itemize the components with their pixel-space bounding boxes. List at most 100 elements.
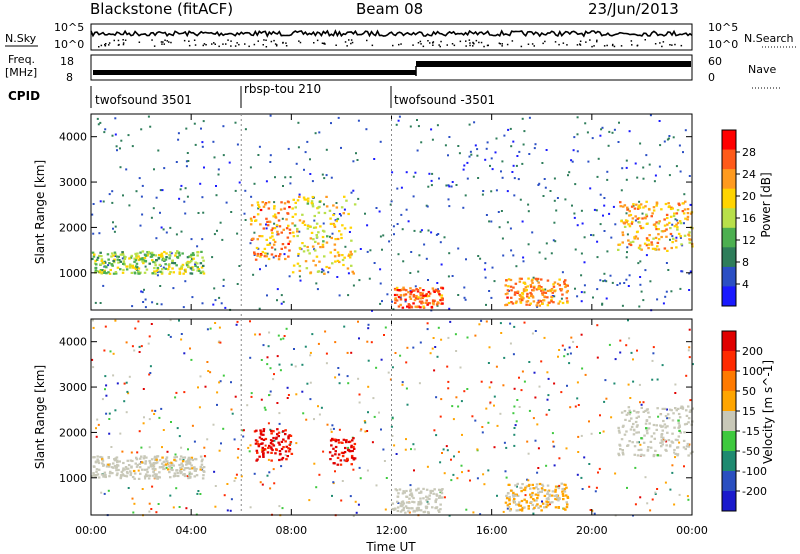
velocity-scatter-cell xyxy=(504,470,507,473)
velocity-echo-cell xyxy=(336,456,340,459)
velocity-echo-cell xyxy=(539,490,542,493)
power-echo-cell xyxy=(287,224,290,227)
power-scatter-cell xyxy=(409,125,412,128)
velocity-scatter-cell xyxy=(446,365,449,368)
power-echo-cell xyxy=(189,272,192,275)
power-echo-cell xyxy=(619,201,622,204)
power-scatter-cell xyxy=(571,204,573,207)
power-scatter-cell xyxy=(568,171,571,174)
velocity-echo-cell xyxy=(329,458,332,461)
power-echo-cell xyxy=(188,261,192,264)
velocity-echo-cell xyxy=(405,489,408,493)
velocity-echo-cell xyxy=(126,459,129,462)
power-scatter-cell xyxy=(659,144,662,147)
power-scatter-cell xyxy=(470,153,473,156)
power-scatter-cell xyxy=(601,303,604,306)
velocity-echo-cell xyxy=(527,505,530,508)
power-colorbar-tick-label: 24 xyxy=(742,168,756,181)
velocity-scatter-cell xyxy=(234,395,237,398)
power-scatter-cell xyxy=(323,177,326,180)
power-echo-cell xyxy=(321,229,325,232)
power-scatter-cell xyxy=(358,279,361,282)
power-echo-cell xyxy=(157,254,161,257)
velocity-scatter-cell xyxy=(125,341,128,344)
velocity-scatter-cell xyxy=(341,480,344,482)
velocity-scatter-cell xyxy=(534,439,537,442)
power-echo-cell xyxy=(254,258,258,261)
velocity-echo-cell xyxy=(438,488,441,491)
velocity-scatter-cell xyxy=(229,509,232,512)
velocity-scatter-cell xyxy=(545,413,548,416)
power-colorbar-swatch xyxy=(722,149,736,170)
power-echo-cell xyxy=(348,256,352,259)
velocity-echo-cell xyxy=(332,447,335,450)
velocity-scatter-cell xyxy=(447,387,450,390)
velocity-echo-cell xyxy=(150,464,154,467)
velocity-echo-cell xyxy=(179,458,182,461)
velocity-echo-cell xyxy=(566,503,569,506)
power-scatter-cell xyxy=(397,253,400,256)
power-echo-cell xyxy=(134,267,138,271)
velocity-echo-cell xyxy=(399,502,403,505)
velocity-scatter-cell xyxy=(226,483,229,485)
power-scatter-cell xyxy=(601,126,604,129)
power-echo-cell xyxy=(652,237,655,240)
power-scatter-cell xyxy=(488,290,491,292)
velocity-scatter-cell xyxy=(250,392,253,395)
power-echo-cell xyxy=(194,261,197,264)
power-scatter-cell xyxy=(414,285,417,288)
noise-panel-frame xyxy=(90,23,693,51)
power-scatter-cell xyxy=(325,148,328,151)
power-echo-cell xyxy=(91,257,94,261)
velocity-scatter-cell xyxy=(279,338,282,341)
power-echo-cell xyxy=(553,290,556,293)
velocity-echo-cell xyxy=(173,474,176,477)
velocity-colorbar-swatch xyxy=(722,491,736,512)
velocity-echo-cell xyxy=(143,468,147,471)
velocity-scatter-cell xyxy=(553,382,556,385)
velocity-echo-cell xyxy=(289,434,293,437)
power-echo-cell xyxy=(116,258,119,261)
power-scatter-cell xyxy=(177,138,180,141)
velocity-scatter-cell xyxy=(453,455,455,458)
power-scatter-cell xyxy=(495,189,498,192)
power-echo-cell xyxy=(165,256,168,259)
velocity-echo-cell xyxy=(560,482,563,485)
nsky-trace xyxy=(90,29,693,38)
velocity-y-tick-label: 4000 xyxy=(59,336,87,349)
power-scatter-cell xyxy=(437,288,439,291)
power-echo-cell xyxy=(531,281,534,284)
velocity-echo-cell xyxy=(656,407,659,410)
nsearch-dot xyxy=(661,45,663,48)
velocity-scatter-cell xyxy=(687,349,690,352)
power-scatter-cell xyxy=(265,180,268,183)
velocity-echo-cell xyxy=(127,464,131,467)
power-echo-cell xyxy=(98,270,102,273)
velocity-echo-cell xyxy=(425,507,428,510)
power-echo-cell xyxy=(627,223,630,226)
velocity-echo-cell xyxy=(418,491,421,494)
power-scatter-cell xyxy=(113,230,116,233)
power-scatter-cell xyxy=(610,236,613,239)
velocity-echo-cell xyxy=(254,442,258,445)
power-echo-cell xyxy=(200,250,203,253)
power-scatter-cell xyxy=(284,176,287,179)
velocity-echo-cell xyxy=(143,475,147,478)
power-scatter-cell xyxy=(169,226,172,229)
velocity-echo-cell xyxy=(158,476,161,479)
velocity-scatter-cell xyxy=(516,399,519,401)
velocity-echo-cell xyxy=(200,463,204,466)
velocity-echo-cell xyxy=(661,440,664,443)
power-echo-cell xyxy=(311,195,315,199)
velocity-echo-cell xyxy=(108,472,112,475)
power-scatter-cell xyxy=(338,213,341,215)
power-echo-cell xyxy=(342,263,345,267)
power-echo-cell xyxy=(338,230,341,233)
power-echo-cell xyxy=(268,220,272,224)
power-echo-cell xyxy=(277,233,280,236)
power-echo-cell xyxy=(275,224,279,227)
power-echo-cell xyxy=(122,253,125,256)
power-scatter-cell xyxy=(506,190,509,193)
power-scatter-cell xyxy=(494,151,497,154)
